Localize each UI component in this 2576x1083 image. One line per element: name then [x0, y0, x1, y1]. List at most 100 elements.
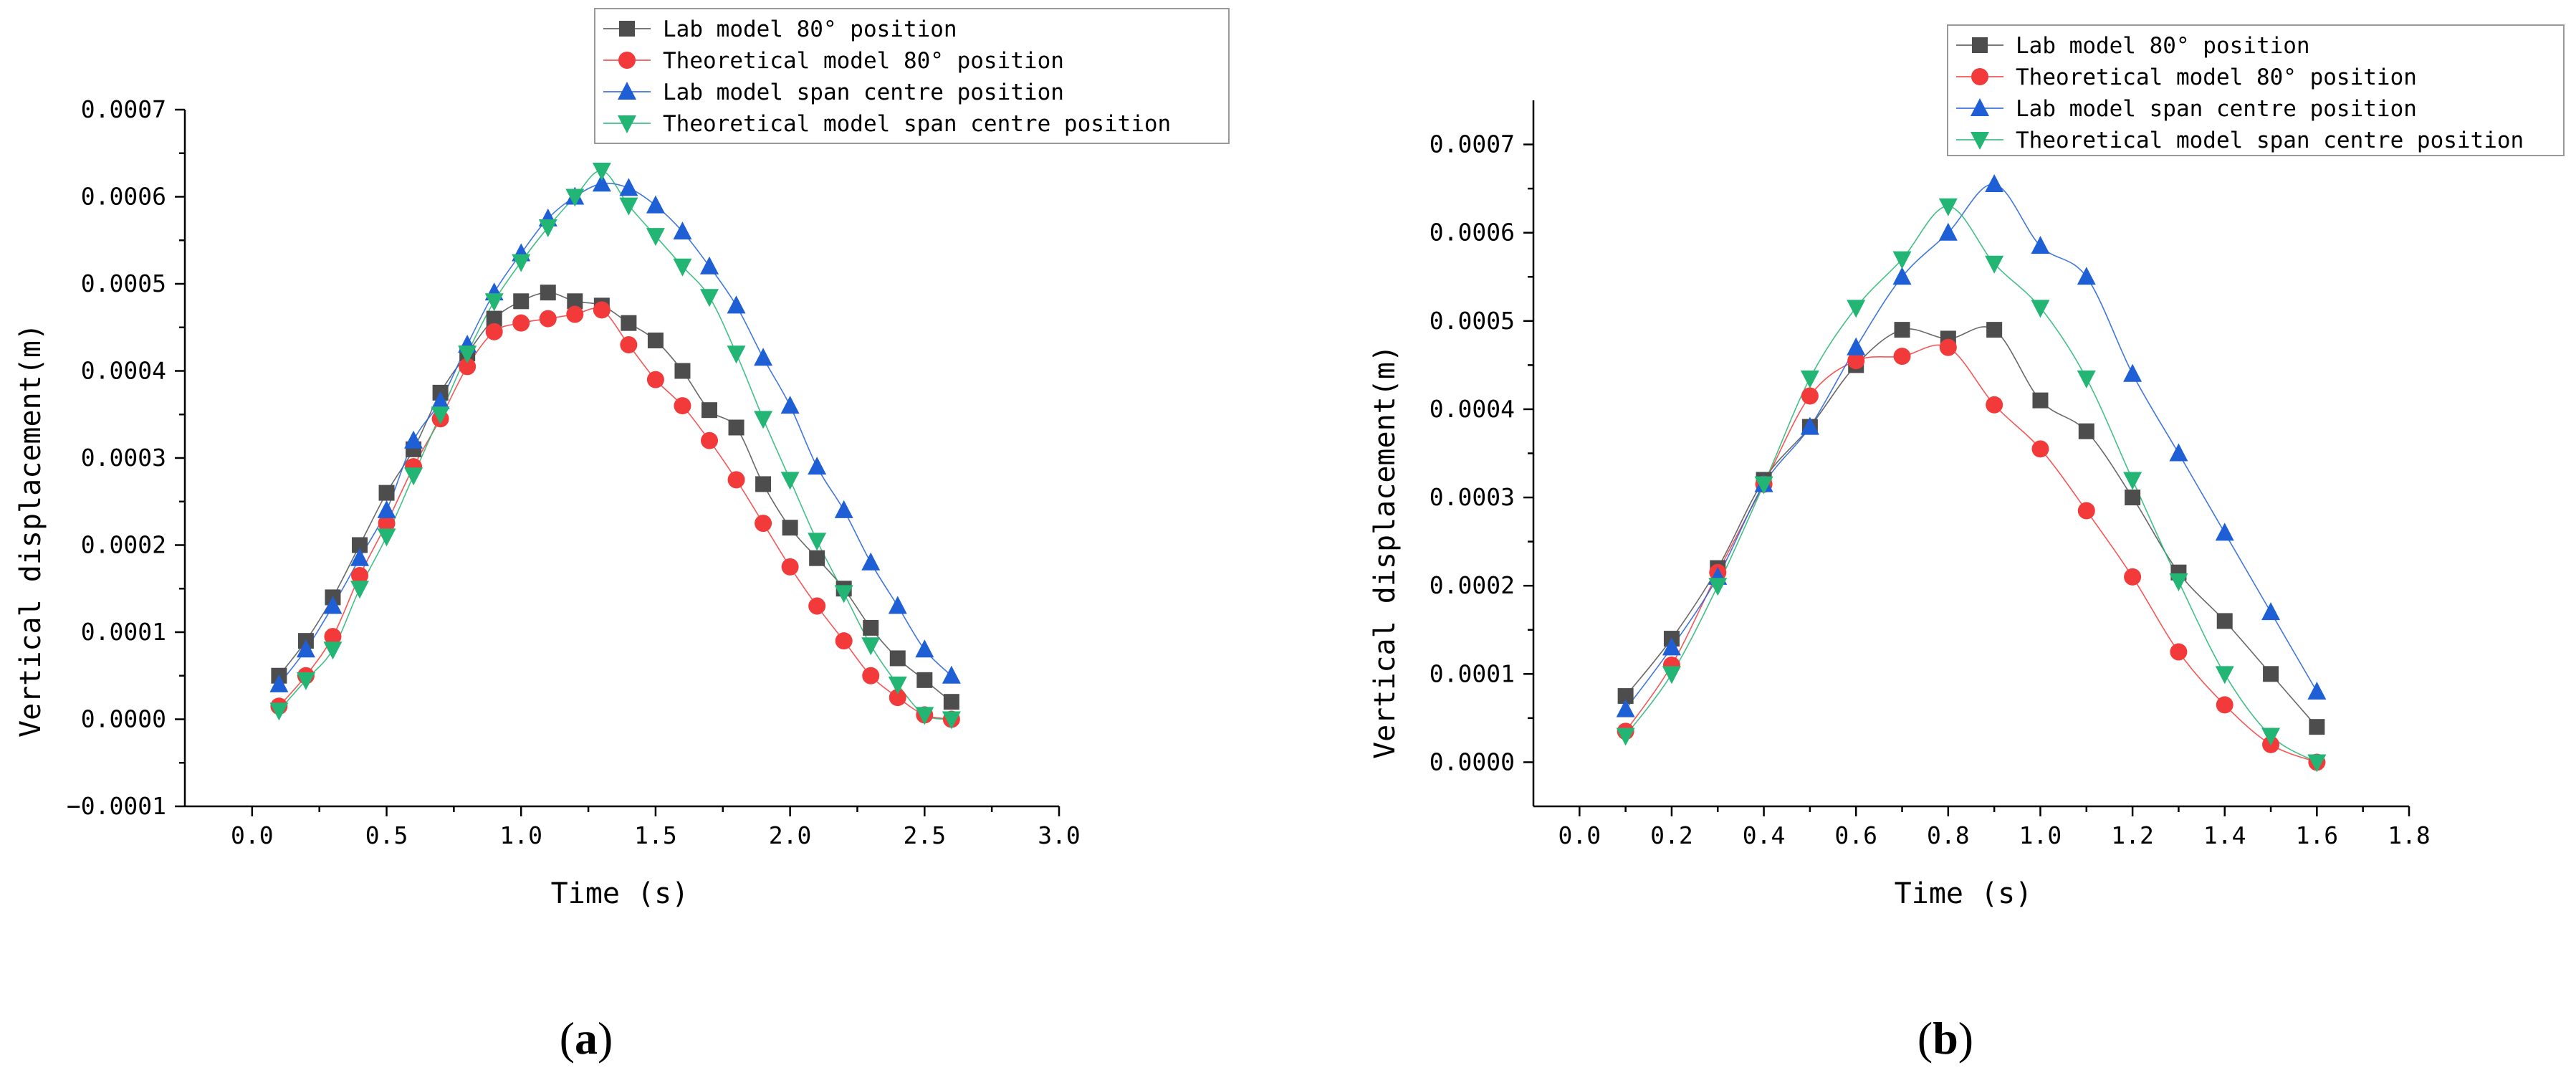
data-point-series-1	[513, 293, 530, 310]
y-tick-label: 0.0000	[81, 705, 166, 733]
x-tick-label: 2.0	[769, 821, 812, 849]
legend-label-3: Lab model span centre position	[663, 80, 1064, 105]
data-point-series-2	[485, 323, 503, 340]
data-point-series-2	[755, 515, 772, 533]
data-point-series-4	[2077, 370, 2096, 388]
data-point-series-4	[1938, 198, 1958, 216]
data-point-series-4	[2307, 754, 2327, 773]
x-tick-label: 0.0	[231, 821, 274, 849]
data-point-series-2	[620, 336, 638, 354]
x-tick-label: 0.0	[1558, 821, 1601, 849]
x-tick-label: 0.2	[1650, 821, 1693, 849]
y-tick-label: 0.0001	[1430, 659, 1515, 687]
data-point-series-4	[565, 189, 585, 207]
data-point-series-2	[2077, 502, 2095, 520]
panel-label-b: (b)	[1917, 1013, 1973, 1064]
data-point-series-2	[2124, 568, 2142, 586]
data-point-series-4	[2031, 300, 2050, 318]
data-point-series-4	[700, 289, 719, 307]
data-point-series-4	[646, 228, 665, 247]
y-tick-label: 0.0004	[81, 357, 166, 385]
x-tick-label: 1.2	[2111, 821, 2154, 849]
y-tick-label: 0.0001	[81, 618, 166, 646]
x-tick-label: 0.5	[365, 821, 408, 849]
data-point-series-4	[1800, 370, 1819, 388]
data-point-series-3	[619, 178, 638, 196]
data-point-series-4	[2215, 666, 2234, 684]
data-point-series-2	[2031, 440, 2049, 458]
legend-label-1: Lab model 80° position	[2016, 33, 2310, 59]
data-point-series-1	[540, 285, 556, 301]
data-point-series-4	[808, 533, 827, 551]
data-point-series-3	[2077, 267, 2096, 285]
data-point-series-3	[727, 295, 746, 314]
data-point-series-3	[2261, 602, 2281, 621]
legend-marker-3	[618, 82, 636, 100]
data-point-series-2	[512, 314, 530, 332]
y-tick-label: 0.0006	[1430, 219, 1515, 247]
data-point-series-3	[754, 348, 773, 366]
data-point-series-1	[782, 520, 798, 536]
x-tick-label: 0.8	[1927, 821, 1970, 849]
data-point-series-3	[2215, 523, 2234, 541]
data-point-series-4	[1662, 666, 1681, 684]
y-tick-label: 0.0003	[1430, 483, 1515, 511]
x-tick-label: 1.0	[499, 821, 542, 849]
x-tick-label: 3.0	[1038, 821, 1081, 849]
data-point-series-4	[296, 672, 315, 690]
data-point-series-4	[2261, 727, 2281, 746]
legend-label-4: Theoretical model span centre position	[663, 111, 1171, 137]
data-point-series-3	[780, 396, 800, 414]
data-point-series-3	[1662, 637, 1681, 656]
series-line-1	[1624, 326, 2318, 727]
y-tick-label: 0.0004	[1430, 395, 1515, 423]
legend-label-4: Theoretical model span centre position	[2016, 128, 2524, 153]
legend-marker-3	[1971, 98, 1989, 116]
data-point-series-2	[539, 310, 557, 328]
data-point-series-3	[404, 430, 423, 449]
data-point-series-3	[1938, 222, 1958, 241]
x-tick-label: 2.5	[904, 821, 947, 849]
data-point-series-1	[647, 332, 664, 348]
y-axis-title: Vertical displacement(m)	[1369, 345, 1402, 759]
data-point-series-4	[942, 711, 961, 730]
data-point-series-2	[1986, 396, 2003, 414]
chart-panel-b: Time (s) Vertical displacement(m) (b) 0.…	[1369, 24, 2565, 1064]
data-point-series-1	[702, 402, 717, 419]
y-tick-label: 0.0002	[81, 531, 166, 559]
data-point-series-1	[567, 293, 583, 310]
x-tick-label: 1.0	[2019, 821, 2062, 849]
data-point-series-3	[834, 500, 853, 518]
data-point-series-4	[2123, 472, 2142, 490]
data-point-series-1	[1986, 322, 2003, 338]
legend-box	[594, 8, 1230, 144]
data-point-series-2	[808, 597, 826, 615]
data-point-series-3	[700, 256, 719, 275]
data-point-series-2	[889, 689, 906, 707]
x-tick-label: 0.6	[1834, 821, 1877, 849]
data-point-series-1	[2263, 666, 2279, 682]
data-point-series-4	[512, 254, 531, 272]
data-point-series-3	[2307, 681, 2327, 700]
data-point-series-2	[1939, 338, 1957, 356]
data-point-series-4	[780, 472, 800, 490]
data-point-series-4	[404, 467, 423, 486]
data-point-series-2	[324, 628, 342, 646]
data-point-series-3	[861, 552, 881, 571]
x-tick-label: 0.4	[1743, 821, 1786, 849]
y-axis-title: Vertical displacement(m)	[14, 323, 47, 738]
data-point-series-4	[834, 585, 853, 603]
data-point-series-2	[351, 567, 368, 585]
y-tick-label: 0.0007	[1430, 130, 1515, 158]
data-point-series-2	[646, 371, 664, 388]
data-point-series-2	[2216, 696, 2233, 714]
y-tick-label: −0.0001	[67, 792, 166, 820]
data-point-series-4	[323, 641, 343, 660]
data-point-series-3	[592, 173, 611, 192]
x-tick-label: 1.5	[634, 821, 677, 849]
data-point-series-4	[1754, 476, 1773, 495]
data-point-series-4	[269, 702, 289, 721]
data-point-series-3	[915, 639, 934, 658]
x-axis-title: Time (s)	[1895, 877, 2033, 910]
data-point-series-4	[1616, 727, 1635, 746]
